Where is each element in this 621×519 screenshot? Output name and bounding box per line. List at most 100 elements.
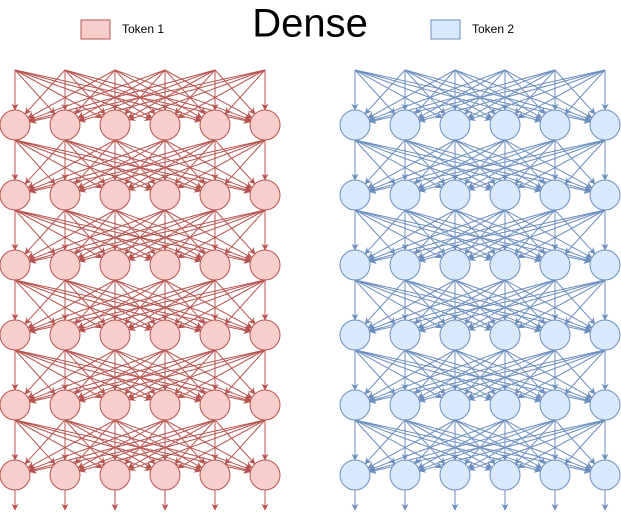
edge [517,279,606,329]
edge [514,279,556,325]
edge [467,279,556,329]
edge [127,279,216,329]
edge [64,349,153,399]
edge [127,419,216,469]
edge [14,419,56,465]
edge [164,209,253,259]
node [0,319,31,351]
edge [64,419,153,469]
node [99,249,131,281]
node [489,319,521,351]
node [149,389,181,421]
node [0,389,31,421]
edge [214,419,256,465]
edge [128,69,266,121]
edge [27,279,116,329]
edge [367,209,456,259]
edge [164,349,253,399]
edge [64,349,106,395]
edge [64,419,202,471]
legend-swatch [80,19,111,40]
edge [418,209,556,261]
node [439,389,471,421]
node [439,179,471,211]
edge [354,349,443,399]
edge [128,419,266,471]
edge [77,279,166,329]
edge [554,419,596,465]
node [439,459,471,491]
edge [64,139,202,191]
edge [564,349,606,395]
edge [368,349,506,401]
edge [24,209,66,255]
edge [64,349,202,401]
edge [517,139,606,189]
node [339,109,371,141]
edge [78,419,216,471]
edge [417,349,506,399]
edge [404,419,542,471]
edge [224,139,266,185]
edge [14,349,103,399]
node [0,109,31,141]
node [389,249,421,281]
edge [14,279,56,325]
edge [417,139,506,189]
edge [554,279,596,325]
edge [468,279,606,331]
edge [564,209,606,255]
edge [14,349,56,395]
edge [354,279,443,329]
node [249,389,281,421]
edge [367,419,456,469]
edge [77,209,166,259]
edge [14,209,56,255]
edge [164,419,253,469]
edge [514,349,556,395]
edge [517,349,606,399]
edge [404,419,446,465]
edge [467,139,556,189]
edge [214,69,256,115]
node [199,179,231,211]
node [49,459,81,491]
node [389,389,421,421]
node [439,109,471,141]
node [199,249,231,281]
edge [467,69,556,119]
edge [64,279,202,331]
node [439,319,471,351]
edge [164,139,253,189]
edge [214,349,256,395]
edge [174,279,216,325]
node [589,109,621,141]
node [49,389,81,421]
edge [514,209,556,255]
edge [418,349,556,401]
title: Dense [252,2,368,46]
edge [78,209,216,261]
edge [14,279,103,329]
node [539,319,571,351]
edge [404,349,493,399]
edge [514,419,556,465]
edge [404,349,446,395]
node [539,459,571,491]
node [339,179,371,211]
node [0,249,31,281]
node [489,389,521,421]
edge [28,419,166,471]
edge [27,419,116,469]
edge [417,69,506,119]
node [199,109,231,141]
edge [418,139,556,191]
edge [517,69,606,119]
edge [174,209,216,255]
edge [404,139,446,185]
node [389,179,421,211]
edge [64,209,153,259]
edge [214,139,256,185]
edge [364,419,406,465]
edge [354,209,396,255]
